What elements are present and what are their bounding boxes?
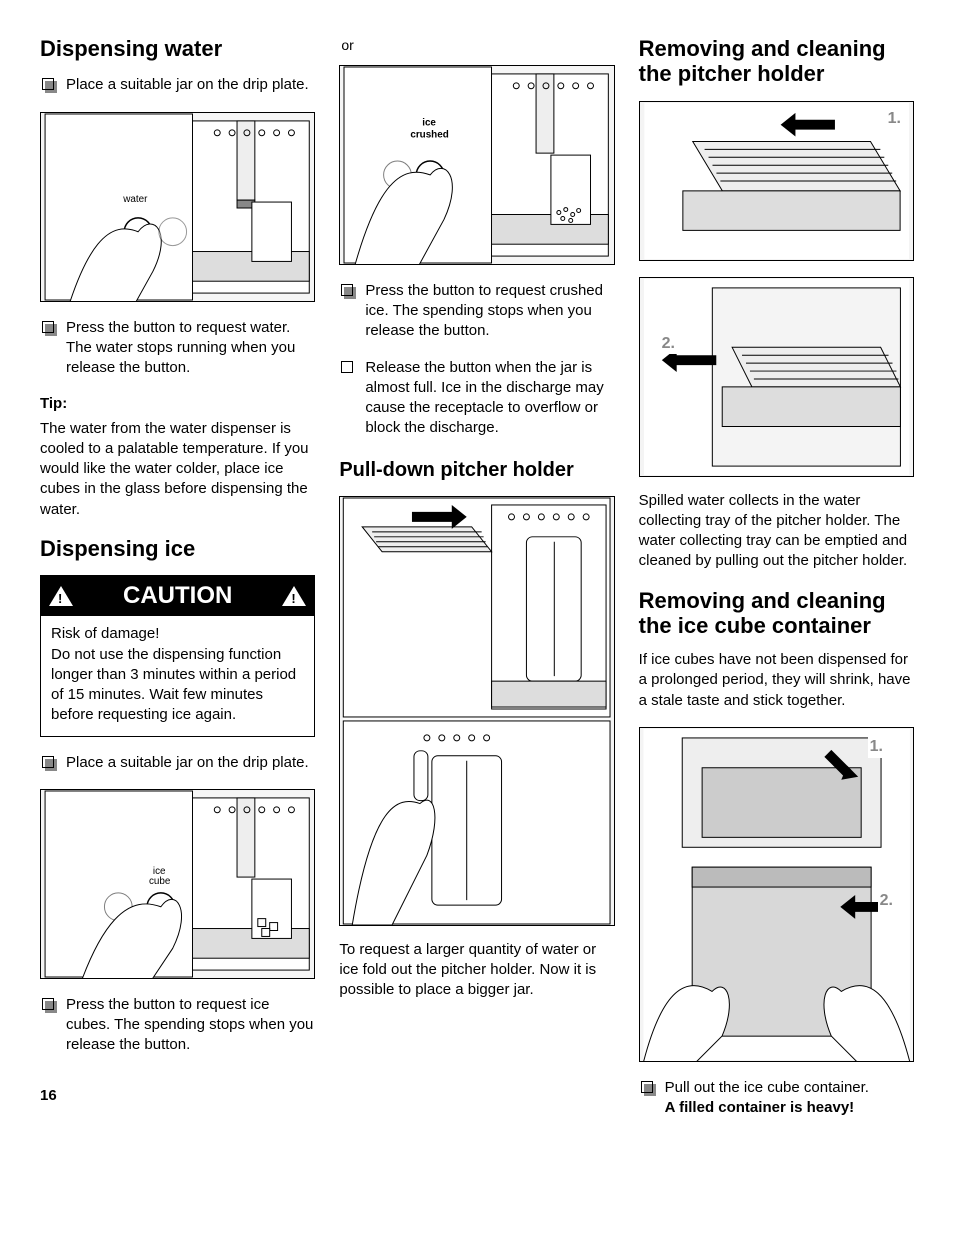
- page-number: 16: [40, 1086, 315, 1106]
- column-3: Removing and cleaning the pitcher holder…: [639, 30, 914, 1128]
- illustration-pitcher-holder: [339, 496, 614, 926]
- caution-body: Risk of damage! Do not use the dispensin…: [41, 616, 314, 735]
- bullet-square-icon: [341, 284, 353, 296]
- illustration-remove-ice-container: 1. 2.: [639, 727, 914, 1062]
- column-2: or ice crushed Press: [339, 30, 614, 1128]
- illustration-remove-holder-2: 2.: [639, 277, 914, 477]
- bullet-item: Press the button to request ice cubes. T…: [40, 995, 315, 1056]
- warning-triangle-icon: [49, 586, 73, 606]
- step-number: 1.: [868, 736, 885, 758]
- step-number: 1.: [886, 108, 903, 130]
- bullet-item: Pull out the ice cube container. A fille…: [639, 1078, 914, 1119]
- bullet-text: Press the button to request ice cubes. T…: [66, 995, 315, 1056]
- caution-box: CAUTION Risk of damage! Do not use the d…: [40, 575, 315, 737]
- bullet-square-icon: [42, 756, 54, 768]
- bullet-line1: Pull out the ice cube container.: [665, 1079, 869, 1096]
- bullet-text: Pull out the ice cube container. A fille…: [665, 1078, 914, 1119]
- caution-header: CAUTION: [41, 576, 314, 616]
- bullet-item: Press the button to request water. The w…: [40, 318, 315, 379]
- bullet-square-icon: [42, 321, 54, 333]
- page-columns: Dispensing water Place a suitable jar on…: [40, 30, 914, 1128]
- step-number: 2.: [878, 890, 895, 912]
- bullet-line2: A filled container is heavy!: [665, 1099, 855, 1116]
- svg-text:cube: cube: [149, 876, 171, 887]
- step-number: 2.: [660, 333, 677, 355]
- bullet-square-icon: [341, 361, 353, 373]
- illustration-ice-cube-dispenser: ice cube: [40, 789, 315, 979]
- bullet-item: Release the button when the jar is almos…: [339, 358, 614, 439]
- ice-paragraph: If ice cubes have not been dispensed for…: [639, 650, 914, 711]
- heading-pitcher-holder: Pull-down pitcher holder: [339, 459, 614, 482]
- bullet-item: Place a suitable jar on the drip plate.: [40, 753, 315, 773]
- bullet-text: Release the button when the jar is almos…: [365, 358, 614, 439]
- bullet-text: Place a suitable jar on the drip plate.: [66, 75, 315, 95]
- heading-remove-ice: Removing and cleaning the ice cube conta…: [639, 588, 914, 639]
- column-1: Dispensing water Place a suitable jar on…: [40, 30, 315, 1128]
- heading-dispensing-ice: Dispensing ice: [40, 536, 315, 561]
- svg-text:ice: ice: [423, 117, 437, 128]
- bullet-text: Place a suitable jar on the drip plate.: [66, 753, 315, 773]
- svg-text:crushed: crushed: [411, 129, 449, 140]
- bullet-item: Press the button to request crushed ice.…: [339, 281, 614, 342]
- pitcher-paragraph: To request a larger quantity of water or…: [339, 940, 614, 1001]
- bullet-square-icon: [42, 998, 54, 1010]
- bullet-square-icon: [641, 1081, 653, 1093]
- svg-text:water: water: [122, 194, 148, 205]
- bullet-item: Place a suitable jar on the drip plate.: [40, 75, 315, 95]
- heading-dispensing-water: Dispensing water: [40, 36, 315, 61]
- bullet-text: Press the button to request crushed ice.…: [365, 281, 614, 342]
- holder-paragraph: Spilled water collects in the water coll…: [639, 491, 914, 572]
- bullet-text: Press the button to request water. The w…: [66, 318, 315, 379]
- illustration-crushed-ice-dispenser: ice crushed: [339, 65, 614, 265]
- heading-remove-holder: Removing and cleaning the pitcher holder: [639, 36, 914, 87]
- tip-label: Tip:: [40, 394, 315, 414]
- illustration-remove-holder-1: 1.: [639, 101, 914, 261]
- warning-triangle-icon: [282, 586, 306, 606]
- tip-body: The water from the water dispenser is co…: [40, 419, 315, 520]
- caution-title: CAUTION: [123, 580, 232, 612]
- illustration-water-dispenser: water: [40, 112, 315, 302]
- or-label: or: [341, 36, 614, 55]
- bullet-square-icon: [42, 78, 54, 90]
